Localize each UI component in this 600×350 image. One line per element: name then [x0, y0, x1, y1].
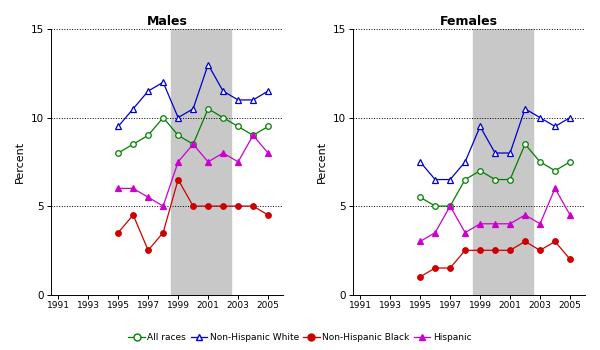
- Bar: [170, 29, 230, 295]
- Legend: All races, Non-Hispanic White, Non-Hispanic Black, Hispanic: All races, Non-Hispanic White, Non-Hispa…: [125, 329, 475, 345]
- Y-axis label: Percent: Percent: [317, 141, 327, 183]
- Bar: [473, 29, 533, 295]
- Y-axis label: Percent: Percent: [15, 141, 25, 183]
- Title: Males: Males: [146, 15, 187, 28]
- Title: Females: Females: [440, 15, 498, 28]
